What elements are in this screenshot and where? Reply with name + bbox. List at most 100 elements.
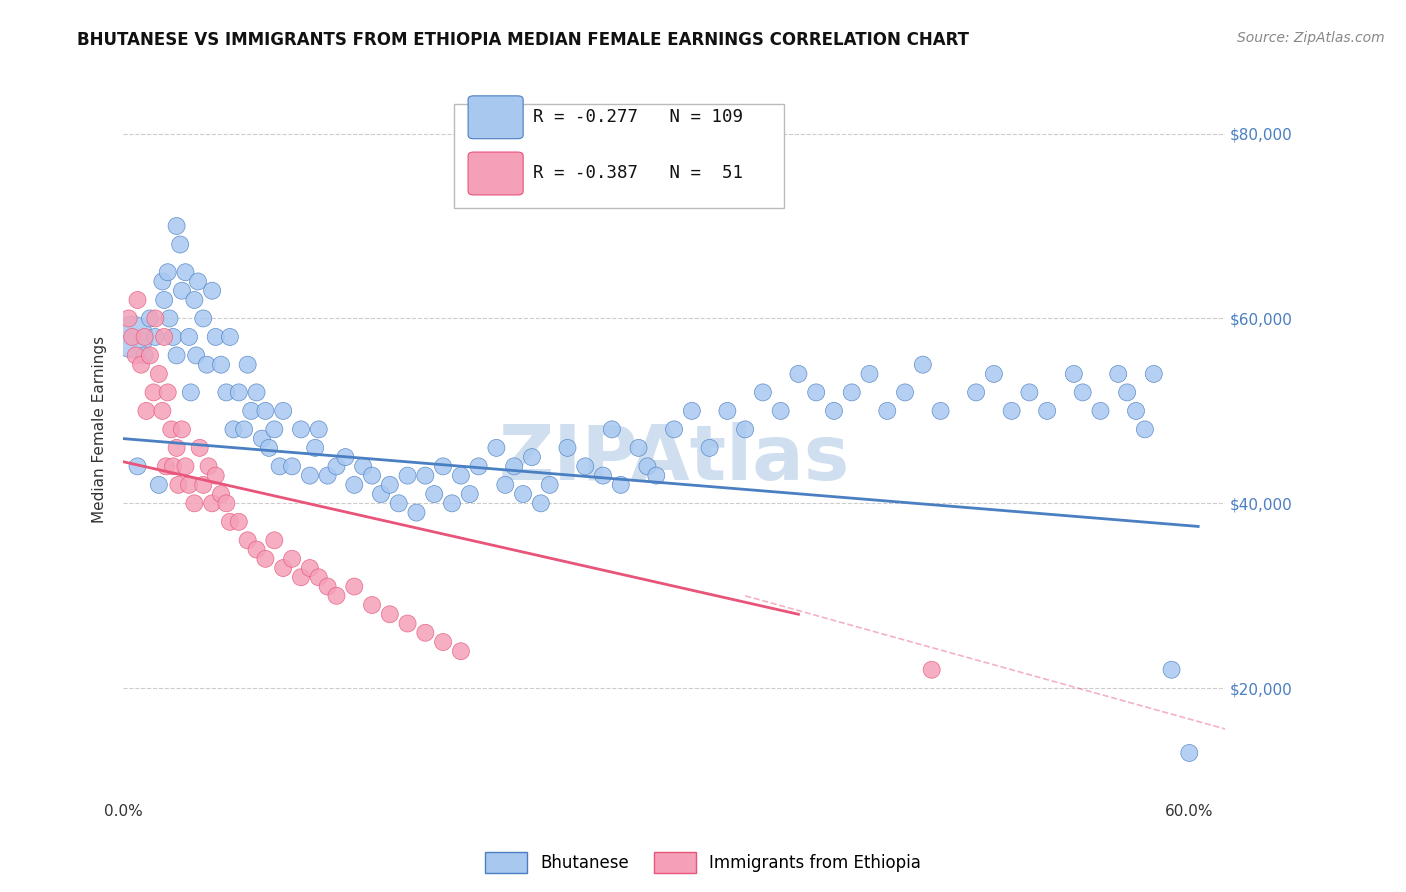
Point: [233, 422, 256, 436]
Point: [290, 570, 312, 584]
Point: [127, 459, 149, 474]
Point: [1125, 404, 1147, 418]
Point: [494, 478, 516, 492]
Point: [592, 468, 614, 483]
Point: [636, 459, 658, 474]
Point: [139, 348, 162, 362]
Point: [162, 459, 184, 474]
Point: [177, 330, 200, 344]
Point: [343, 478, 366, 492]
Point: [250, 432, 273, 446]
Point: [240, 404, 263, 418]
Point: [415, 468, 437, 483]
Point: [245, 542, 267, 557]
Point: [121, 330, 143, 344]
Point: [396, 468, 419, 483]
Point: [316, 468, 339, 483]
Point: [699, 441, 721, 455]
Point: [734, 422, 756, 436]
Point: [281, 459, 304, 474]
Point: [378, 607, 401, 622]
Point: [170, 284, 193, 298]
Point: [1071, 385, 1094, 400]
Point: [155, 459, 177, 474]
Point: [219, 515, 242, 529]
Point: [1107, 367, 1129, 381]
Point: [361, 598, 384, 612]
Point: [921, 663, 943, 677]
Point: [195, 358, 218, 372]
Point: [894, 385, 917, 400]
Text: Source: ZipAtlas.com: Source: ZipAtlas.com: [1237, 31, 1385, 45]
Point: [188, 441, 211, 455]
Point: [209, 487, 232, 501]
Point: [929, 404, 952, 418]
Point: [752, 385, 775, 400]
Point: [257, 441, 280, 455]
Point: [150, 275, 173, 289]
Point: [156, 265, 179, 279]
Point: [1001, 404, 1024, 418]
Point: [125, 348, 148, 362]
Point: [823, 404, 845, 418]
Point: [1116, 385, 1139, 400]
Point: [121, 330, 143, 344]
Point: [308, 570, 330, 584]
Point: [174, 459, 197, 474]
Point: [271, 561, 294, 575]
Point: [396, 616, 419, 631]
Point: [236, 533, 259, 548]
Point: [269, 459, 291, 474]
Point: [423, 487, 446, 501]
Point: [193, 478, 215, 492]
Point: [458, 487, 481, 501]
Point: [156, 385, 179, 400]
Point: [150, 404, 173, 418]
Point: [343, 580, 366, 594]
Point: [600, 422, 623, 436]
Point: [841, 385, 863, 400]
Point: [127, 293, 149, 307]
Point: [681, 404, 703, 418]
Point: [806, 385, 828, 400]
Point: [378, 478, 401, 492]
Point: [162, 330, 184, 344]
Point: [858, 367, 880, 381]
Point: [193, 311, 215, 326]
Point: [166, 441, 188, 455]
Text: ZIPAtlas: ZIPAtlas: [499, 422, 849, 496]
Point: [316, 580, 339, 594]
Point: [236, 358, 259, 372]
Point: [787, 367, 810, 381]
Point: [557, 441, 579, 455]
Point: [153, 293, 176, 307]
Point: [983, 367, 1005, 381]
Point: [183, 293, 205, 307]
Point: [201, 284, 224, 298]
Point: [204, 330, 226, 344]
Point: [450, 468, 472, 483]
Point: [254, 551, 277, 566]
Point: [263, 533, 285, 548]
Point: [180, 385, 202, 400]
Point: [215, 385, 238, 400]
Point: [1178, 746, 1201, 760]
Y-axis label: Median Female Earnings: Median Female Earnings: [93, 335, 107, 523]
Point: [876, 404, 898, 418]
Point: [304, 441, 326, 455]
Point: [415, 625, 437, 640]
Point: [209, 358, 232, 372]
Point: [298, 561, 321, 575]
Point: [467, 459, 489, 474]
Legend: Bhutanese, Immigrants from Ethiopia: Bhutanese, Immigrants from Ethiopia: [478, 846, 928, 880]
Point: [965, 385, 987, 400]
Point: [662, 422, 685, 436]
Point: [139, 311, 162, 326]
Point: [222, 422, 245, 436]
Point: [388, 496, 411, 510]
Point: [432, 459, 454, 474]
Point: [117, 311, 139, 326]
Point: [245, 385, 267, 400]
Point: [215, 496, 238, 510]
Point: [159, 311, 181, 326]
